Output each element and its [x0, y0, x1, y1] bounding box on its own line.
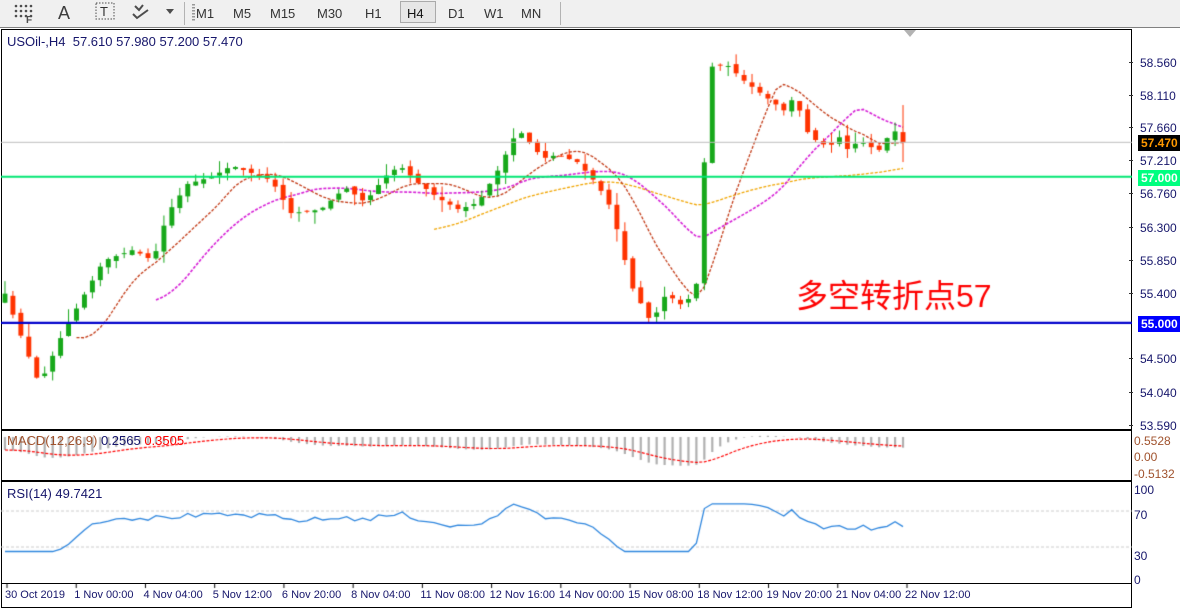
- svg-text:T: T: [100, 4, 108, 19]
- svg-text:F: F: [26, 15, 32, 24]
